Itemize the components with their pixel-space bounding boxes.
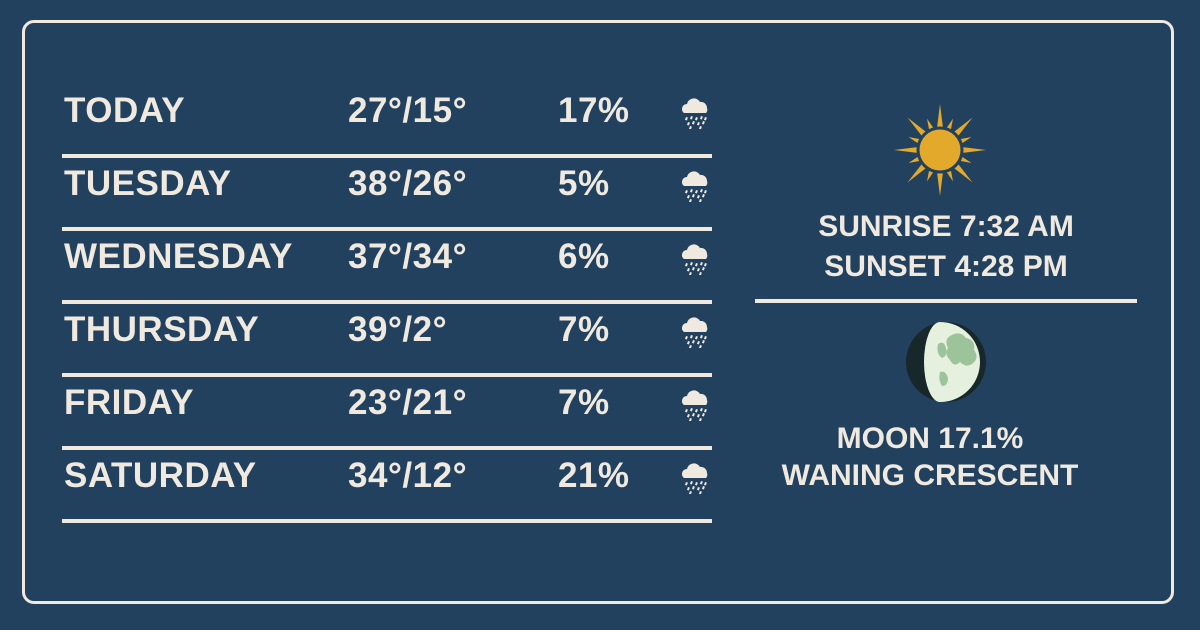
day-label: THURSDAY [64, 310, 260, 349]
moon-illumination-text: MOON 17.1% [836, 422, 1024, 455]
rain-cloud-icon [678, 241, 712, 276]
temperature-high-low: 39°/2° [348, 310, 448, 349]
rain-cloud-icon [678, 314, 712, 349]
temperature-high-low: 37°/34° [348, 237, 468, 276]
sunrise-text: SUNRISE 7:32 AM [818, 210, 1074, 243]
row-divider [62, 373, 712, 377]
forecast-row: THURSDAY 39°/2° 7% [62, 304, 712, 377]
forecast-row: TUESDAY 38°/26° 5% [62, 158, 712, 231]
row-divider [62, 300, 712, 304]
precipitation-chance: 21% [558, 456, 630, 495]
precipitation-chance: 7% [558, 310, 610, 349]
rain-cloud-icon [678, 460, 712, 495]
temperature-high-low: 27°/15° [348, 91, 468, 130]
divider [755, 299, 1137, 303]
precipitation-chance: 6% [558, 237, 610, 276]
forecast-row: WEDNESDAY 37°/34° 6% [62, 231, 712, 304]
row-divider [62, 519, 712, 523]
rain-cloud-icon [678, 387, 712, 422]
temperature-high-low: 23°/21° [348, 383, 468, 422]
temperature-high-low: 34°/12° [348, 456, 468, 495]
precipitation-chance: 7% [558, 383, 610, 422]
rain-cloud-icon [678, 168, 712, 203]
precipitation-chance: 17% [558, 91, 630, 130]
forecast-row: FRIDAY 23°/21° 7% [62, 377, 712, 450]
rain-cloud-icon [678, 95, 712, 130]
day-label: SATURDAY [64, 456, 257, 495]
day-label: TUESDAY [64, 164, 232, 203]
forecast-row: SATURDAY 34°/12° 21% [62, 450, 712, 523]
moon-phase-text: WANING CRESCENT [781, 459, 1079, 492]
row-divider [62, 446, 712, 450]
day-label: WEDNESDAY [64, 237, 293, 276]
row-divider [62, 227, 712, 231]
precipitation-chance: 5% [558, 164, 610, 203]
waning-crescent-moon-icon [906, 322, 986, 402]
temperature-high-low: 38°/26° [348, 164, 468, 203]
forecast-row: TODAY 27°/15° 17% [62, 85, 712, 158]
day-label: TODAY [64, 91, 186, 130]
day-label: FRIDAY [64, 383, 195, 422]
card-border [22, 20, 1174, 604]
sunset-text: SUNSET 4:28 PM [824, 250, 1068, 283]
sun-icon [894, 104, 986, 196]
row-divider [62, 154, 712, 158]
